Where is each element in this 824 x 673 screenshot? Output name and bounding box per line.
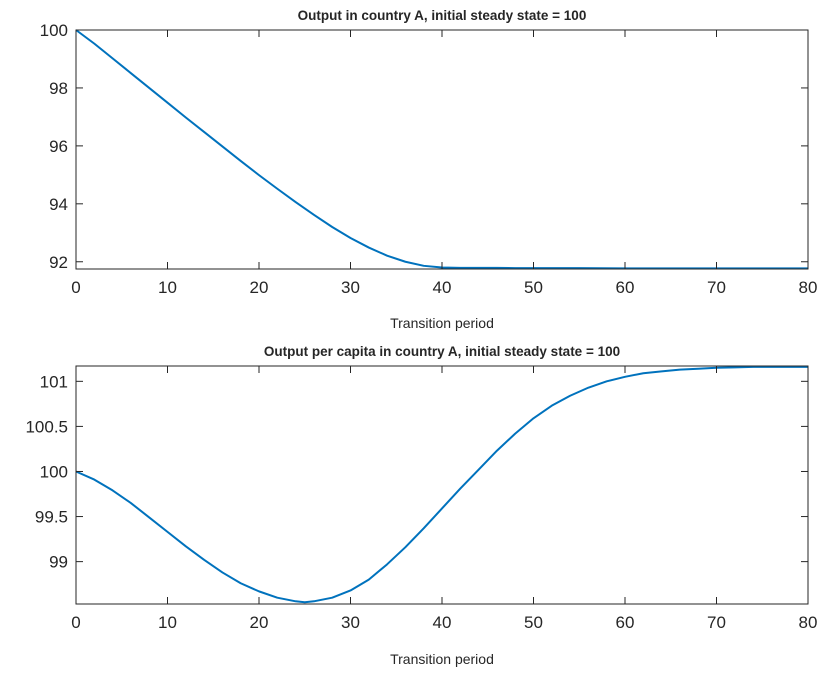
bottom-chart-y-tick-label: 100.5 xyxy=(25,417,68,436)
top-chart-x-tick-label: 0 xyxy=(71,278,80,297)
top-chart-x-tick-label: 70 xyxy=(707,278,726,297)
top-chart-x-axis-label: Transition period xyxy=(390,315,494,331)
bottom-chart-plot-area: 0 10 20 30 40 50 60 70 80 99 99.5 100 100.5 101 xyxy=(25,365,818,632)
bottom-chart-x-tick-label: 70 xyxy=(707,613,726,632)
top-chart-y-tick-label: 92 xyxy=(49,253,68,272)
top-chart: Output in country A, initial steady stat… xyxy=(40,8,818,331)
bottom-chart-x-tick-label: 40 xyxy=(433,613,452,632)
top-chart-y-tick-label: 100 xyxy=(40,21,68,40)
top-chart-x-tick-label: 60 xyxy=(616,278,635,297)
top-chart-y-tick-label: 98 xyxy=(49,79,68,98)
top-chart-y-tick-label: 94 xyxy=(49,195,68,214)
bottom-chart-series-line xyxy=(75,365,808,604)
bottom-chart-y-tick-label: 99 xyxy=(49,553,68,572)
bottom-chart-x-tick-label: 10 xyxy=(158,613,177,632)
bottom-chart-x-tick-label: 30 xyxy=(341,613,360,632)
bottom-chart-y-tick-label: 101 xyxy=(40,372,68,391)
bottom-chart-x-tick-label: 50 xyxy=(524,613,543,632)
bottom-chart-x-tick-label: 60 xyxy=(616,613,635,632)
bottom-chart-title: Output per capita in country A, initial … xyxy=(264,344,620,359)
top-chart-x-tick-label: 50 xyxy=(524,278,543,297)
bottom-chart-x-axis-label: Transition period xyxy=(390,651,494,667)
bottom-chart-x-tick-label: 80 xyxy=(799,613,818,632)
top-chart-plot-area: 0 10 20 30 40 50 60 70 80 92 94 96 98 100 xyxy=(40,21,818,297)
bottom-chart-x-tick-label: 20 xyxy=(250,613,269,632)
bottom-chart-x-tick-label: 0 xyxy=(71,613,80,632)
top-chart-x-tick-label: 30 xyxy=(341,278,360,297)
top-chart-series-line xyxy=(75,29,808,270)
top-chart-y-tick-label: 96 xyxy=(49,137,68,156)
top-chart-x-tick-label: 20 xyxy=(250,278,269,297)
top-chart-x-tick-label: 80 xyxy=(799,278,818,297)
top-chart-title: Output in country A, initial steady stat… xyxy=(298,8,587,23)
bottom-chart: Output per capita in country A, initial … xyxy=(25,344,817,667)
bottom-chart-y-tick-label: 99.5 xyxy=(35,508,68,527)
top-chart-x-tick-label: 10 xyxy=(158,278,177,297)
top-chart-x-tick-label: 40 xyxy=(433,278,452,297)
bottom-chart-y-tick-label: 100 xyxy=(40,462,68,481)
